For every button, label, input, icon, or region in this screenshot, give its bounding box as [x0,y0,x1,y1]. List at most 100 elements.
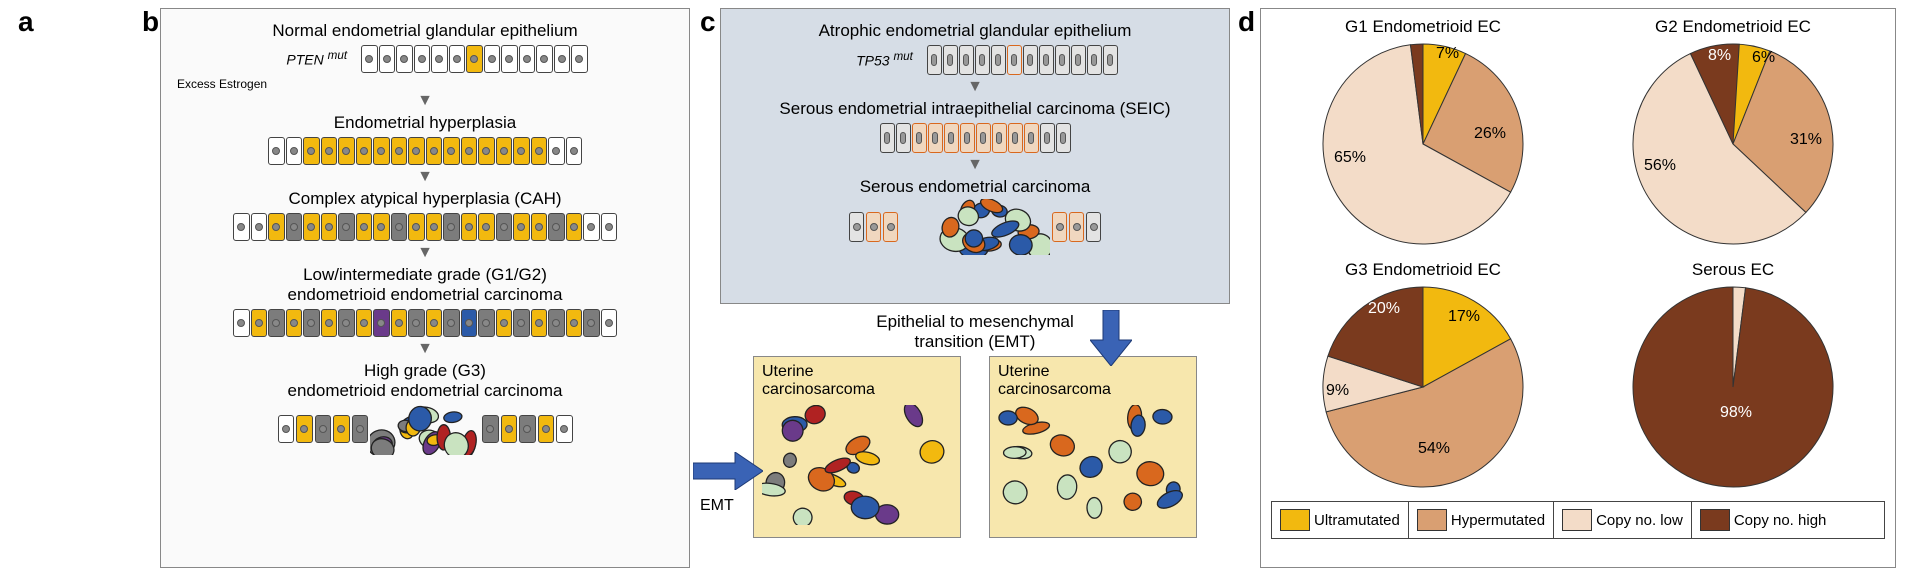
cell [536,45,553,73]
chevron-down-icon: ▼ [967,78,983,96]
stage-title: High grade (G3) endometrioid endometrial… [288,361,563,401]
cell [478,309,495,337]
legend-label: Ultramutated [1314,512,1400,529]
cell [286,137,303,165]
legend-label: Hypermutated [1451,512,1545,529]
cell [338,213,355,241]
cell [408,137,425,165]
cell [601,309,618,337]
pie-title: G1 Endometrioid EC [1345,17,1501,37]
cell [286,213,303,241]
cell [959,45,974,75]
cell [478,137,495,165]
serous-row [849,199,1101,255]
cell [391,309,408,337]
panel-label-b: b [142,6,159,38]
cell [513,137,530,165]
pie-slice-label: 8% [1708,47,1731,65]
cell [478,213,495,241]
cell [1056,123,1071,153]
cell [482,415,499,443]
cell [443,213,460,241]
cell [1086,212,1101,242]
cell [233,213,250,241]
pie-cell: G3 Endometrioid EC17%54%9%20% [1271,260,1575,497]
cell [461,309,478,337]
cell [912,123,927,153]
cell [513,213,530,241]
pie-slice-label: 26% [1474,125,1506,143]
cell [426,137,443,165]
pie-chart: 6%31%56%8% [1628,39,1838,249]
legend-swatch [1562,509,1592,531]
cell [338,309,355,337]
cell [303,137,320,165]
cell [414,45,431,73]
cell [352,415,369,443]
cell [496,309,513,337]
cell-row [233,213,617,241]
cell [501,45,518,73]
mutation-label: TP53 mut [832,50,913,69]
cell [373,137,390,165]
cell [519,415,536,443]
cell [303,309,320,337]
cell [321,137,338,165]
chevron-down-icon: ▼ [417,244,433,262]
legend-item: Copy no. high [1692,502,1835,538]
cell [1069,212,1084,242]
g3-row [278,403,573,455]
cell [1039,45,1054,75]
cell-row [268,137,582,165]
cell [443,309,460,337]
cell [431,45,448,73]
pie-title: G3 Endometrioid EC [1345,260,1501,280]
pie-slice-label: 65% [1334,149,1366,167]
legend: Ultramutated Hypermutated Copy no. lowCopy… [1271,501,1885,539]
carcinosarcoma-title: Uterine carcinosarcoma [998,363,1188,399]
cell [426,309,443,337]
cell [251,309,268,337]
cell [548,213,565,241]
pie-slice-label: 9% [1326,382,1349,400]
cell [943,45,958,75]
cell [268,213,285,241]
cell [321,309,338,337]
cell [426,213,443,241]
cell [461,213,478,241]
cell [461,137,478,165]
cell [992,123,1007,153]
panel-c: Atrophic endometrial glandular epitheliu… [720,8,1230,568]
cell [449,45,466,73]
pie-slice-label: 17% [1448,308,1480,326]
cell [566,213,583,241]
cell [975,45,990,75]
cell [866,212,881,242]
cell [583,213,600,241]
tumor-mass-left [762,405,952,525]
pie-cell: G1 Endometrioid EC7%26%65%2% [1271,17,1575,254]
cell [379,45,396,73]
cell [896,123,911,153]
cell [1071,45,1086,75]
chevron-down-icon: ▼ [967,156,983,174]
cell [1087,45,1102,75]
arrow-right-icon [693,452,763,490]
stage-title: Serous endometrial intraepithelial carci… [779,99,1170,119]
cell [408,213,425,241]
cell [927,45,942,75]
cell-row [361,45,588,73]
cell [1052,212,1067,242]
pie-slice-label: 56% [1644,157,1676,175]
cell [496,137,513,165]
legend-swatch [1700,509,1730,531]
cell [443,137,460,165]
legend-item: Copy no. low [1554,502,1692,538]
legend-item: Ultramutated [1272,502,1409,538]
cell [1023,45,1038,75]
pie-chart: 98% [1628,282,1838,492]
cell [268,137,285,165]
panel-label-c: c [700,6,716,38]
cell-row [927,45,1118,75]
cell [303,213,320,241]
